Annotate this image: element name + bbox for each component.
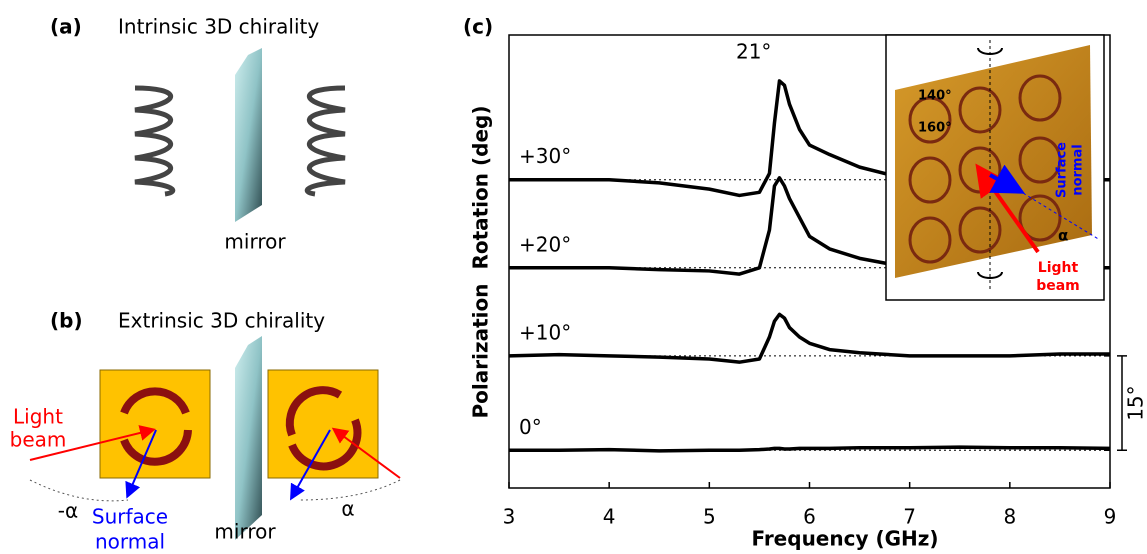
normal-line bbox=[1017, 189, 1101, 241]
panel-label: (c) bbox=[463, 15, 493, 39]
series-label: +10° bbox=[519, 320, 571, 344]
x-tick-label: 9 bbox=[1104, 505, 1117, 529]
mirror-label: mirror bbox=[214, 520, 276, 544]
light-arrow bbox=[331, 427, 401, 479]
panel-label: (a) bbox=[50, 15, 82, 39]
series-line bbox=[509, 445, 1111, 453]
light-arrow bbox=[29, 425, 156, 461]
rotation-icon bbox=[977, 271, 1003, 279]
rotation-icon bbox=[977, 47, 1003, 55]
x-tick-label: 5 bbox=[703, 505, 716, 529]
label: beam bbox=[10, 428, 67, 452]
panel-label: (b) bbox=[50, 309, 83, 333]
mirror bbox=[235, 48, 262, 222]
angle-arc bbox=[29, 479, 129, 502]
scale-label: 15° bbox=[1124, 385, 1147, 420]
normal-arrow bbox=[290, 429, 331, 501]
inset-label: Surface bbox=[1055, 142, 1070, 198]
panel-title: Extrinsic 3D chirality bbox=[118, 309, 325, 333]
x-tick-label: 6 bbox=[803, 505, 816, 529]
label: normal bbox=[95, 530, 165, 554]
ring bbox=[120, 386, 362, 471]
x-tick-label: 4 bbox=[603, 505, 616, 529]
label: Surface bbox=[92, 505, 168, 529]
x-axis-label: Frequency (GHz) bbox=[751, 527, 938, 551]
inset-label: 140° bbox=[918, 89, 952, 104]
inset-label: Light bbox=[1038, 260, 1079, 276]
label: α bbox=[341, 497, 354, 521]
label: Light bbox=[13, 405, 63, 429]
inset-label: normal bbox=[1071, 144, 1086, 195]
inset-label: α bbox=[1058, 227, 1068, 245]
mirror bbox=[235, 336, 262, 540]
inset-label: 160° bbox=[918, 121, 952, 136]
label: -α bbox=[58, 499, 78, 523]
x-tick-label: 7 bbox=[903, 505, 916, 529]
mirror-label: mirror bbox=[224, 230, 286, 254]
x-tick-label: 8 bbox=[1003, 505, 1016, 529]
inset: 140° 160° Surface normal α Light beam bbox=[885, 34, 1105, 301]
series-label: 0° bbox=[519, 415, 542, 439]
series-label: +30° bbox=[519, 144, 571, 168]
normal-arrow bbox=[125, 429, 157, 499]
series-label: +20° bbox=[519, 232, 571, 256]
y-axis-label: Polarization Rotation (deg) bbox=[469, 106, 493, 419]
normal-arrow bbox=[989, 164, 1026, 194]
angle-arc bbox=[299, 479, 401, 501]
spring bbox=[134, 85, 346, 197]
series-line bbox=[508, 312, 1110, 364]
inset-label: beam bbox=[1036, 278, 1080, 294]
x-tick-label: 3 bbox=[503, 505, 516, 529]
annotation: 21° bbox=[736, 39, 771, 63]
ring bbox=[908, 74, 1062, 264]
panel-title: Intrinsic 3D chirality bbox=[118, 15, 319, 39]
